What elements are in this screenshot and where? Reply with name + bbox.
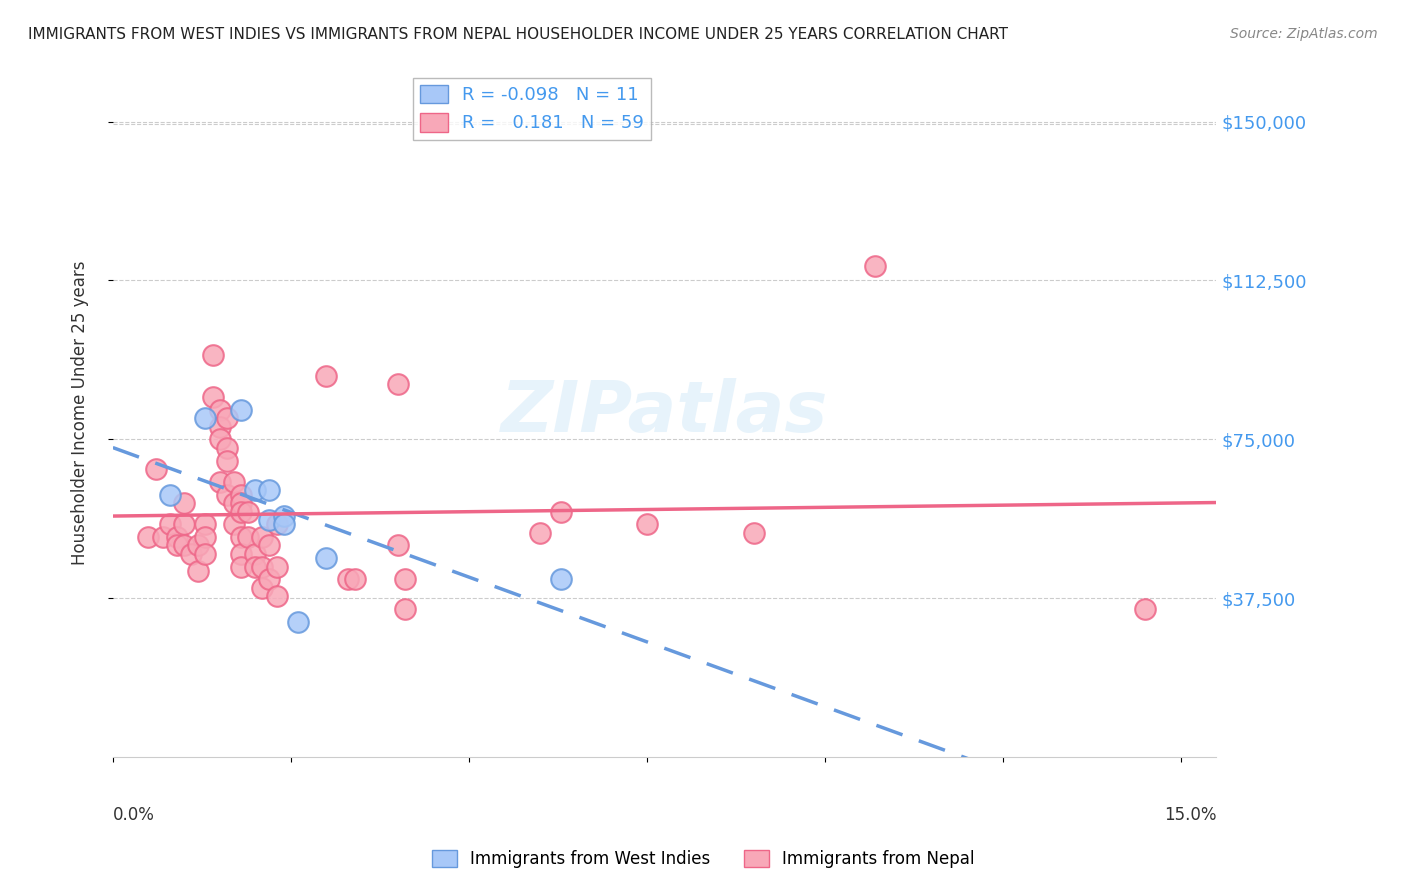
Point bbox=[252, 581, 274, 595]
Point bbox=[201, 348, 224, 362]
Point bbox=[259, 483, 281, 498]
Point bbox=[229, 559, 252, 574]
Point bbox=[343, 572, 366, 586]
Point bbox=[529, 525, 551, 540]
Point bbox=[259, 572, 281, 586]
Point bbox=[273, 517, 295, 532]
Point bbox=[187, 564, 209, 578]
Point bbox=[229, 496, 252, 510]
Point bbox=[387, 377, 409, 392]
Legend: Immigrants from West Indies, Immigrants from Nepal: Immigrants from West Indies, Immigrants … bbox=[425, 843, 981, 875]
Point bbox=[138, 530, 160, 544]
Point bbox=[229, 402, 252, 417]
Point bbox=[636, 517, 658, 532]
Point bbox=[259, 538, 281, 552]
Point bbox=[394, 602, 416, 616]
Point bbox=[266, 590, 288, 604]
Point bbox=[236, 504, 259, 518]
Point bbox=[201, 390, 224, 404]
Point bbox=[394, 572, 416, 586]
Point bbox=[159, 517, 181, 532]
Point bbox=[208, 419, 231, 434]
Point bbox=[187, 538, 209, 552]
Point bbox=[208, 475, 231, 489]
Point bbox=[222, 517, 245, 532]
Point bbox=[194, 547, 217, 561]
Point bbox=[236, 530, 259, 544]
Point bbox=[315, 551, 337, 566]
Point bbox=[229, 530, 252, 544]
Point bbox=[259, 513, 281, 527]
Point bbox=[252, 559, 274, 574]
Point bbox=[266, 517, 288, 532]
Point bbox=[863, 259, 886, 273]
Point bbox=[215, 441, 238, 455]
Text: Source: ZipAtlas.com: Source: ZipAtlas.com bbox=[1230, 27, 1378, 41]
Point bbox=[152, 530, 174, 544]
Point bbox=[229, 487, 252, 501]
Point bbox=[159, 487, 181, 501]
Point bbox=[173, 517, 195, 532]
Point bbox=[173, 538, 195, 552]
Point bbox=[1133, 602, 1156, 616]
Text: IMMIGRANTS FROM WEST INDIES VS IMMIGRANTS FROM NEPAL HOUSEHOLDER INCOME UNDER 25: IMMIGRANTS FROM WEST INDIES VS IMMIGRANT… bbox=[28, 27, 1008, 42]
Text: ZIPatlas: ZIPatlas bbox=[501, 378, 828, 448]
Legend: R = -0.098   N = 11, R =   0.181   N = 59: R = -0.098 N = 11, R = 0.181 N = 59 bbox=[413, 78, 651, 140]
Point bbox=[166, 538, 188, 552]
Point bbox=[166, 530, 188, 544]
Point bbox=[173, 496, 195, 510]
Point bbox=[194, 530, 217, 544]
Point bbox=[252, 530, 274, 544]
Point bbox=[145, 462, 167, 476]
Point bbox=[194, 517, 217, 532]
Point bbox=[222, 496, 245, 510]
Point bbox=[180, 547, 202, 561]
Point bbox=[287, 615, 309, 629]
Point bbox=[194, 411, 217, 425]
Point bbox=[550, 504, 572, 518]
Point bbox=[245, 547, 267, 561]
Y-axis label: Householder Income Under 25 years: Householder Income Under 25 years bbox=[72, 260, 89, 566]
Text: 15.0%: 15.0% bbox=[1164, 805, 1216, 823]
Point bbox=[742, 525, 765, 540]
Point bbox=[229, 547, 252, 561]
Point bbox=[208, 433, 231, 447]
Point bbox=[215, 487, 238, 501]
Point bbox=[215, 411, 238, 425]
Point bbox=[550, 572, 572, 586]
Point bbox=[273, 508, 295, 523]
Text: 0.0%: 0.0% bbox=[112, 805, 155, 823]
Point bbox=[229, 504, 252, 518]
Point bbox=[245, 559, 267, 574]
Point bbox=[266, 559, 288, 574]
Point bbox=[208, 402, 231, 417]
Point bbox=[387, 538, 409, 552]
Point bbox=[215, 453, 238, 467]
Point bbox=[315, 368, 337, 383]
Point bbox=[245, 483, 267, 498]
Point bbox=[336, 572, 359, 586]
Point bbox=[222, 475, 245, 489]
